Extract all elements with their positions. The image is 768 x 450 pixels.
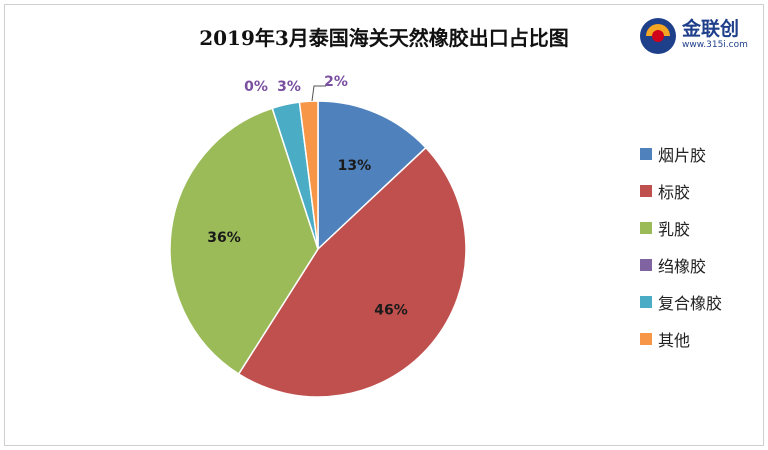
slice-label-2: 46% bbox=[374, 302, 408, 318]
pie-slice-1 bbox=[317, 100, 427, 251]
logo-icon bbox=[640, 18, 676, 54]
pie-slice-6 bbox=[298, 100, 319, 250]
slice-label-4: 0% bbox=[244, 79, 268, 95]
logo-text: 金联创 bbox=[682, 18, 740, 40]
legend-item-4: 绉橡胶 bbox=[640, 253, 722, 277]
slice-label-6: 2% bbox=[324, 74, 348, 90]
legend-label-3: 乳胶 bbox=[658, 220, 691, 239]
pie-slice-2 bbox=[237, 146, 467, 398]
legend-swatch-5 bbox=[640, 296, 652, 308]
legend-swatch-3 bbox=[640, 222, 652, 234]
legend-label-1: 烟片胶 bbox=[658, 146, 707, 165]
slice-label-1: 13% bbox=[338, 158, 372, 174]
legend-item-3: 乳胶 bbox=[640, 216, 722, 240]
pie-slice-3 bbox=[169, 107, 319, 375]
slice-label-5: 3% bbox=[277, 79, 301, 95]
logo-url: www.315i.com bbox=[682, 40, 748, 50]
slice-label-3: 36% bbox=[207, 230, 241, 246]
legend-label-4: 绉橡胶 bbox=[658, 257, 707, 276]
legend-swatch-1 bbox=[640, 148, 652, 160]
legend-item-1: 烟片胶 bbox=[640, 142, 722, 166]
legend-label-5: 复合橡胶 bbox=[658, 294, 723, 313]
chart-title: 2019年3月泰国海关天然橡胶出口占比图 bbox=[199, 26, 569, 50]
legend-item-2: 标胶 bbox=[640, 179, 722, 203]
legend-swatch-2 bbox=[640, 185, 652, 197]
legend-swatch-6 bbox=[640, 333, 652, 345]
legend-item-6: 其他 bbox=[640, 327, 722, 351]
legend-label-6: 其他 bbox=[658, 331, 691, 350]
legend-item-5: 复合橡胶 bbox=[640, 290, 722, 314]
legend-swatch-4 bbox=[640, 259, 652, 271]
leader-line bbox=[311, 85, 326, 102]
legend-label-2: 标胶 bbox=[658, 183, 691, 202]
legend: 烟片胶 标胶 乳胶 绉橡胶 复合橡胶 其他 bbox=[640, 142, 722, 364]
